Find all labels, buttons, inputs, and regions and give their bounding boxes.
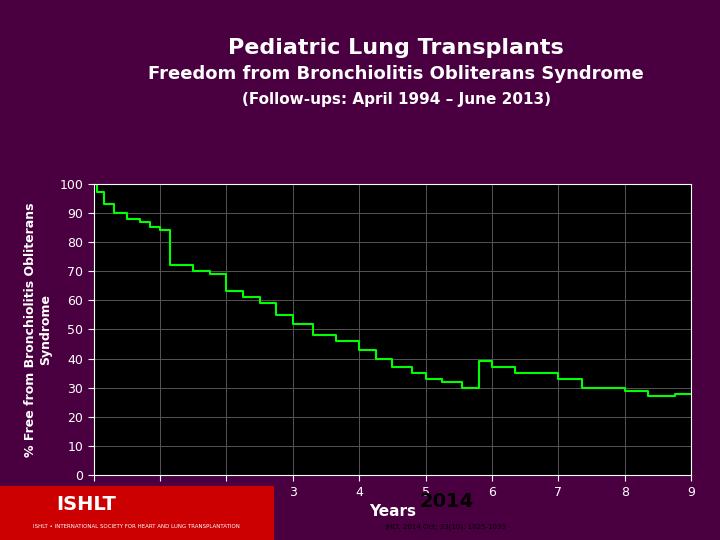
Text: JHLT. 2014 Oct; 33(10): 1025-1033: JHLT. 2014 Oct; 33(10): 1025-1033	[386, 523, 507, 530]
X-axis label: Years: Years	[369, 504, 416, 519]
Text: Pediatric Lung Transplants: Pediatric Lung Transplants	[228, 38, 564, 58]
Text: 2014: 2014	[419, 491, 474, 511]
Y-axis label: % Free from Bronchiolitis Obliterans
Syndrome: % Free from Bronchiolitis Obliterans Syn…	[24, 202, 53, 457]
Text: ISHLT: ISHLT	[56, 495, 117, 515]
Text: (Follow-ups: April 1994 – June 2013): (Follow-ups: April 1994 – June 2013)	[241, 92, 551, 107]
Text: Freedom from Bronchiolitis Obliterans Syndrome: Freedom from Bronchiolitis Obliterans Sy…	[148, 65, 644, 83]
FancyBboxPatch shape	[0, 486, 274, 540]
Text: ISHLT • INTERNATIONAL SOCIETY FOR HEART AND LUNG TRANSPLANTATION: ISHLT • INTERNATIONAL SOCIETY FOR HEART …	[33, 524, 240, 529]
